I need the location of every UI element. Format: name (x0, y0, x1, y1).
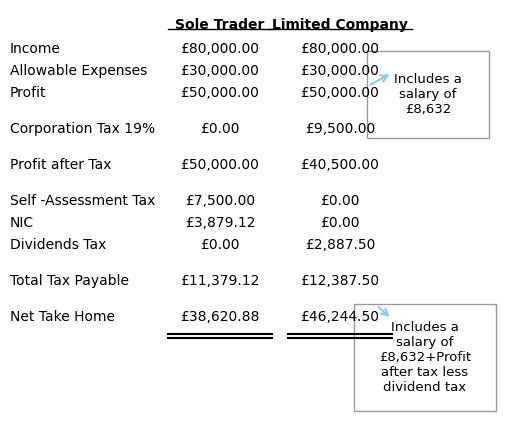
Text: Total Tax Payable: Total Tax Payable (10, 274, 129, 288)
Text: £12,387.50: £12,387.50 (300, 274, 380, 288)
FancyBboxPatch shape (367, 51, 489, 138)
Text: Net Take Home: Net Take Home (10, 310, 115, 324)
Text: £50,000.00: £50,000.00 (300, 86, 380, 100)
Text: Profit: Profit (10, 86, 47, 100)
Text: £0.00: £0.00 (320, 216, 360, 230)
Text: Profit after Tax: Profit after Tax (10, 158, 111, 172)
FancyBboxPatch shape (354, 304, 496, 411)
Text: £3,879.12: £3,879.12 (185, 216, 256, 230)
Text: Allowable Expenses: Allowable Expenses (10, 64, 147, 78)
Text: £7,500.00: £7,500.00 (185, 194, 255, 208)
Text: Income: Income (10, 42, 61, 56)
Text: Dividends Tax: Dividends Tax (10, 238, 106, 252)
Text: £9,500.00: £9,500.00 (305, 122, 375, 136)
Text: £30,000.00: £30,000.00 (300, 64, 380, 78)
Text: £50,000.00: £50,000.00 (180, 158, 260, 172)
Text: £38,620.88: £38,620.88 (180, 310, 260, 324)
Text: £40,500.00: £40,500.00 (300, 158, 380, 172)
Text: Corporation Tax 19%: Corporation Tax 19% (10, 122, 155, 136)
Text: Includes a
salary of
£8,632: Includes a salary of £8,632 (394, 73, 462, 116)
Text: £30,000.00: £30,000.00 (180, 64, 260, 78)
Text: £0.00: £0.00 (320, 194, 360, 208)
Text: £80,000.00: £80,000.00 (180, 42, 260, 56)
Text: £80,000.00: £80,000.00 (300, 42, 380, 56)
Text: Includes a
salary of
£8,632+Profit
after tax less
dividend tax: Includes a salary of £8,632+Profit after… (379, 321, 471, 394)
Text: £50,000.00: £50,000.00 (180, 86, 260, 100)
Text: £0.00: £0.00 (200, 122, 240, 136)
Text: Self -Assessment Tax: Self -Assessment Tax (10, 194, 155, 208)
Text: £0.00: £0.00 (200, 238, 240, 252)
Text: Limited Company: Limited Company (272, 18, 408, 32)
Text: £2,887.50: £2,887.50 (305, 238, 375, 252)
Text: £11,379.12: £11,379.12 (180, 274, 260, 288)
Text: NIC: NIC (10, 216, 34, 230)
Text: Sole Trader: Sole Trader (175, 18, 265, 32)
Text: £46,244.50: £46,244.50 (300, 310, 380, 324)
